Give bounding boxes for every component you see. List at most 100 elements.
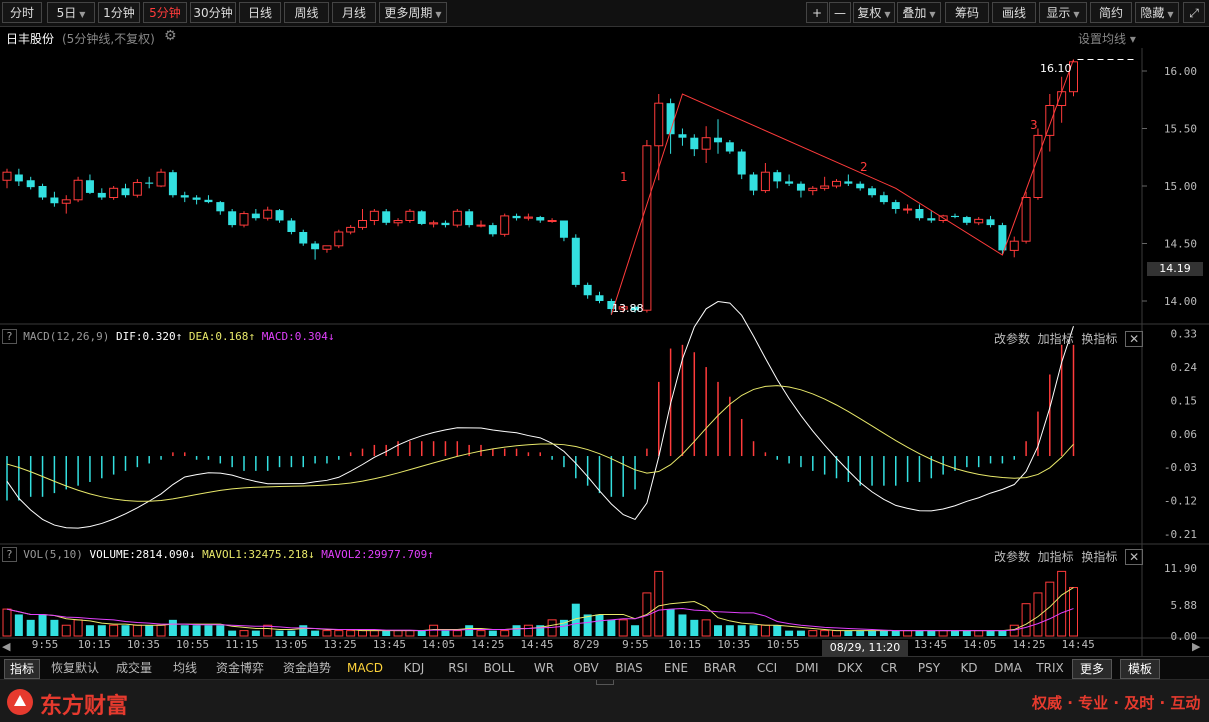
indicator-tab[interactable]: BOLL bbox=[483, 661, 515, 675]
zoom-in-button[interactable]: + bbox=[806, 2, 828, 23]
candle-body bbox=[14, 174, 23, 182]
candle-body bbox=[358, 220, 367, 228]
close-icon[interactable]: ✕ bbox=[1125, 549, 1144, 565]
indicator-tab[interactable]: KD bbox=[960, 661, 978, 675]
volume-tick-label: 11.90 bbox=[1164, 562, 1197, 575]
candle-body bbox=[465, 211, 474, 226]
indicator-tab[interactable]: TRIX bbox=[1036, 661, 1064, 675]
help-icon[interactable]: ? bbox=[2, 547, 17, 562]
wave-annotations bbox=[610, 59, 1135, 315]
volume-bar bbox=[2, 608, 12, 637]
candle-body bbox=[26, 180, 35, 188]
indicator-tab[interactable]: RSI bbox=[448, 661, 468, 675]
hide-dropdown[interactable]: 隐藏 ▼ bbox=[1135, 2, 1179, 23]
volume-bar bbox=[938, 630, 948, 637]
switch-indicator-button[interactable]: 换指标 bbox=[1081, 550, 1118, 564]
period-tab-30min[interactable]: 30分钟 bbox=[190, 2, 236, 23]
indicator-tab[interactable]: 均线 bbox=[172, 661, 197, 675]
candle-body bbox=[796, 183, 805, 191]
indicator-tab[interactable]: 恢复默认 bbox=[50, 661, 99, 675]
candle-body bbox=[808, 187, 818, 192]
candle-body bbox=[915, 209, 924, 219]
indicator-tab[interactable]: ENE bbox=[663, 661, 689, 675]
dropdown-icon: ▼ bbox=[929, 10, 936, 19]
help-icon[interactable]: ? bbox=[2, 329, 17, 344]
indicator-tab[interactable]: OBV bbox=[573, 661, 599, 675]
candle-body bbox=[760, 171, 770, 192]
indicator-tab[interactable]: 成交量 bbox=[115, 661, 152, 675]
indicator-tab[interactable]: 资金趋势 bbox=[282, 661, 331, 675]
indicator-tab[interactable]: WR bbox=[533, 661, 555, 675]
candle-body bbox=[856, 183, 865, 189]
time-tick-label: 8/29 bbox=[573, 638, 600, 651]
add-indicator-button[interactable]: 加指标 bbox=[1037, 550, 1074, 564]
candle-body bbox=[737, 151, 746, 175]
volume-bar bbox=[156, 624, 166, 637]
indicator-tab[interactable]: CR bbox=[880, 661, 898, 675]
indicator-tab[interactable]: 资金博弈 bbox=[215, 661, 264, 675]
down-arrow-icon: ↓ bbox=[308, 548, 315, 561]
indicator-tab[interactable]: PSY bbox=[917, 661, 941, 675]
volume-bar bbox=[773, 625, 782, 636]
volume-bar bbox=[216, 625, 225, 636]
period-tab-1min[interactable]: 1分钟 bbox=[98, 2, 140, 23]
candle-body bbox=[725, 142, 734, 152]
indicator-tab[interactable]: 指标 bbox=[4, 659, 40, 679]
chips-button[interactable]: 筹码 bbox=[945, 2, 989, 23]
scroll-right-icon[interactable]: ▶ bbox=[1192, 640, 1201, 653]
volume-value: VOLUME:2814.090 bbox=[89, 548, 189, 561]
period-tab-day[interactable]: 日线 bbox=[239, 2, 281, 23]
indicator-tab[interactable]: MACD bbox=[347, 661, 383, 675]
more-periods-dropdown[interactable]: 更多周期 ▼ bbox=[379, 2, 447, 23]
candle-body bbox=[311, 243, 320, 250]
candle-body bbox=[97, 192, 106, 198]
indicator-tab[interactable]: CCI bbox=[756, 661, 778, 675]
period-tab-5min[interactable]: 5分钟 bbox=[143, 2, 187, 23]
volume-bar bbox=[85, 625, 94, 636]
switch-indicator-button[interactable]: 换指标 bbox=[1081, 332, 1118, 346]
simple-mode-button[interactable]: 简约 bbox=[1090, 2, 1132, 23]
indicator-tab[interactable]: BIAS bbox=[615, 661, 643, 675]
candle-body bbox=[927, 218, 936, 221]
indicator-tab[interactable]: DMA bbox=[994, 661, 1022, 675]
display-dropdown[interactable]: 显示 ▼ bbox=[1039, 2, 1087, 23]
change-params-button[interactable]: 改参数 bbox=[994, 332, 1031, 346]
candle-body bbox=[891, 202, 900, 209]
scroll-left-icon[interactable]: ◀ bbox=[2, 640, 11, 653]
add-indicator-button[interactable]: 加指标 bbox=[1037, 332, 1074, 346]
period-tab-fenshi[interactable]: 分时 bbox=[2, 2, 42, 23]
candle-body bbox=[132, 182, 142, 196]
zoom-out-button[interactable]: — bbox=[829, 2, 851, 23]
indicator-tab[interactable]: 更多 bbox=[1072, 659, 1112, 679]
indicator-tab[interactable]: DKX bbox=[837, 661, 863, 675]
volume-bar bbox=[523, 624, 533, 637]
draw-line-button[interactable]: 画线 bbox=[992, 2, 1036, 23]
indicator-tab[interactable]: 模板 bbox=[1120, 659, 1160, 679]
ma-setting-link[interactable]: 设置均线 ▾ bbox=[1078, 32, 1136, 46]
candle-body bbox=[239, 213, 249, 226]
volume-bar bbox=[382, 630, 391, 636]
volume-bar bbox=[666, 609, 675, 636]
volume-bar bbox=[951, 630, 959, 636]
fullscreen-button[interactable]: ⤢ bbox=[1183, 2, 1205, 23]
volume-bar bbox=[856, 630, 865, 636]
stock-name[interactable]: 日丰股份 bbox=[6, 32, 55, 46]
indicator-tab[interactable]: DMI bbox=[795, 661, 819, 675]
settings-gear-icon[interactable]: ⚙ bbox=[164, 28, 177, 44]
dea-value: DEA:0.168 bbox=[188, 330, 249, 343]
change-params-button[interactable]: 改参数 bbox=[994, 550, 1031, 564]
period-tab-week[interactable]: 周线 bbox=[284, 2, 329, 23]
volume-bar bbox=[180, 625, 189, 636]
chart-canvas: 16.00 15.50 15.00 14.50 14.00 0.33 0.24 0.15 0.0… bbox=[0, 48, 1209, 656]
period-tab-month[interactable]: 月线 bbox=[332, 2, 376, 23]
candle-body bbox=[1021, 197, 1031, 242]
macd-tick-label: 0.15 bbox=[1171, 394, 1198, 407]
indicator-tab[interactable]: KDJ bbox=[403, 661, 425, 675]
candle-body bbox=[523, 216, 533, 219]
period-tab-5day[interactable]: 5日 ▼ bbox=[47, 2, 95, 23]
close-icon[interactable]: ✕ bbox=[1125, 331, 1144, 347]
collapse-handle[interactable] bbox=[596, 680, 614, 685]
overlay-dropdown[interactable]: 叠加 ▼ bbox=[897, 2, 941, 23]
indicator-tab[interactable]: BRAR bbox=[703, 661, 737, 675]
fuquan-dropdown[interactable]: 复权 ▼ bbox=[853, 2, 895, 23]
